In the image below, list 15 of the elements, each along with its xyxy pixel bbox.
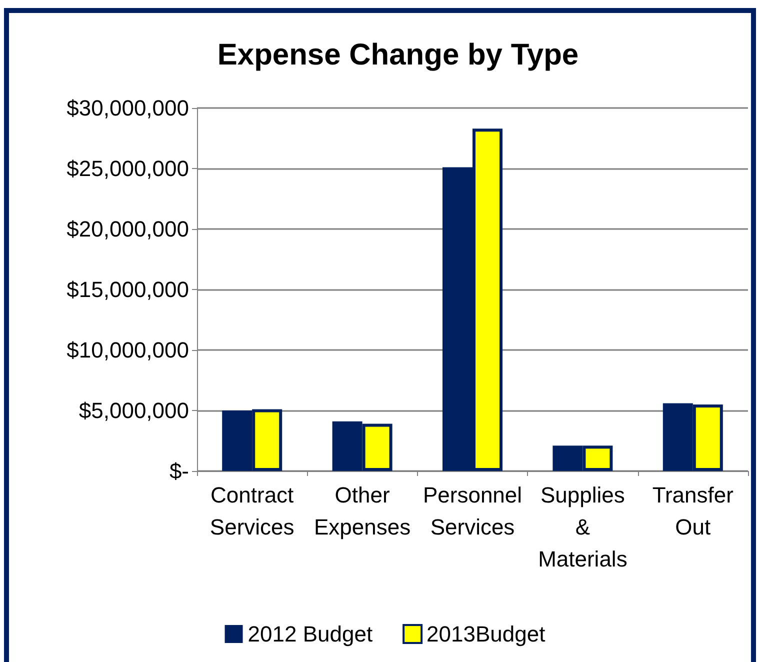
y-tick-label: $25,000,000 [66,156,189,181]
y-tick-label: $15,000,000 [66,277,189,302]
legend-label: 2012 Budget [248,622,373,646]
y-tick-label: $20,000,000 [66,216,189,242]
x-tick-label: Transfer Out [652,482,734,540]
x-tick-label: Personnel Services [422,482,522,540]
y-tick-label: $5,000,000 [78,398,189,423]
legend-label: 2013Budget [426,622,546,646]
x-tick-label: Supplies & Materials [538,482,628,572]
x-tick-label: Other Expenses [314,482,411,540]
chart-title: Expense Change by Type [217,38,579,72]
y-tick-label: $- [169,458,189,484]
y-tick-label: $10,000,000 [66,338,189,362]
y-tick-label: $30,000,000 [66,96,189,120]
x-tick-label: Contract Services [210,482,294,540]
